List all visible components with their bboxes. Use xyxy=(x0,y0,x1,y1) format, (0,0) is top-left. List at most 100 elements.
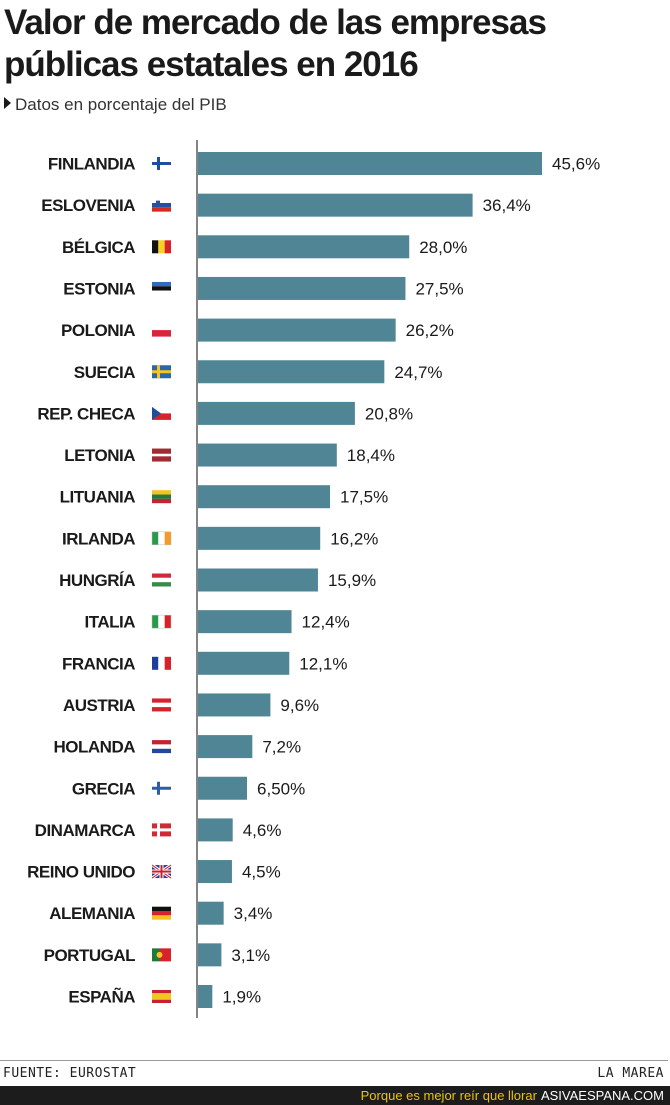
bar xyxy=(198,985,213,1008)
category-label: HOLANDA xyxy=(54,738,136,757)
value-label: 4,6% xyxy=(243,821,282,840)
bar xyxy=(198,818,233,842)
category-label: FINLANDIA xyxy=(48,155,135,174)
slovenia-flag-icon xyxy=(152,198,171,212)
flag-stripe xyxy=(164,531,171,545)
flag-stripe xyxy=(152,323,171,331)
value-label: 12,4% xyxy=(302,613,350,632)
flag-stripe xyxy=(158,240,165,254)
bar xyxy=(198,901,224,925)
flag-stripe xyxy=(158,615,165,629)
flag-stripe xyxy=(152,615,159,629)
flag-stripe xyxy=(152,573,171,578)
bar xyxy=(198,693,271,717)
netherlands-flag-icon xyxy=(152,740,171,754)
flag-stripe xyxy=(152,993,171,1000)
value-label: 15,9% xyxy=(328,571,376,590)
bar xyxy=(198,485,331,509)
poland-flag-icon xyxy=(152,323,171,337)
category-label: DINAMARCA xyxy=(35,821,136,840)
flag-stripe xyxy=(152,207,171,212)
flag-stripe xyxy=(152,786,171,790)
flag-triangle xyxy=(152,406,161,420)
category-label: GRECIA xyxy=(72,779,135,798)
flag-stripe xyxy=(152,656,159,670)
category-label: AUSTRIA xyxy=(63,696,135,715)
flag-stripe xyxy=(152,990,171,994)
flag-emblem xyxy=(156,951,163,958)
flag-stripe xyxy=(152,906,171,912)
bar xyxy=(198,568,318,592)
watermark-bar: Porque es mejor reír que llorar ASIVAESPA… xyxy=(0,1086,670,1105)
flag-stripe xyxy=(152,286,171,291)
category-label: ESPAÑA xyxy=(68,987,135,1007)
flag-stripe xyxy=(152,281,171,287)
footer-divider xyxy=(0,1060,668,1061)
value-label: 1,9% xyxy=(222,988,261,1007)
bar xyxy=(198,443,337,467)
bar xyxy=(198,401,355,425)
value-label: 7,2% xyxy=(262,738,301,757)
flag-stripe xyxy=(157,157,160,170)
category-label: REINO UNIDO xyxy=(27,863,135,882)
value-label: 16,2% xyxy=(330,529,378,548)
bar-chart: 45,6% FINLANDIA 36,4% ESLOVENIA 28,0% BÉLGICA… xyxy=(27,140,600,1018)
bar xyxy=(198,318,396,342)
category-label: BÉLGICA xyxy=(62,238,135,257)
flag-border xyxy=(151,531,172,546)
italy-flag-icon xyxy=(151,614,172,629)
category-label: LETONIA xyxy=(64,446,135,465)
category-label: ESLOVENIA xyxy=(41,196,135,215)
flag-stripe xyxy=(152,370,171,374)
bar xyxy=(198,526,321,550)
value-label: 26,2% xyxy=(406,321,454,340)
hungary-flag-icon xyxy=(152,573,171,587)
value-label: 45,6% xyxy=(552,155,600,174)
publisher-label: LA MAREA xyxy=(597,1066,664,1081)
bar xyxy=(198,360,385,384)
watermark-tagline: Porque es mejor reír que llorar xyxy=(360,1088,537,1103)
watermark-site: ASIVAESPANA.COM xyxy=(540,1088,664,1103)
flag-stripe xyxy=(152,413,171,420)
bar xyxy=(198,193,473,217)
category-label: ITALIA xyxy=(84,613,135,632)
bar xyxy=(198,943,222,967)
ireland-flag-icon xyxy=(151,531,172,546)
latvia-flag-icon xyxy=(152,448,171,462)
flag-stripe xyxy=(152,494,171,499)
greece-flag-icon xyxy=(152,781,171,795)
flag-stripe xyxy=(164,240,171,254)
flag-stripe xyxy=(152,915,171,920)
category-label: ALEMANIA xyxy=(49,904,135,923)
bar xyxy=(198,235,410,259)
value-label: 36,4% xyxy=(483,196,531,215)
flag-stripe xyxy=(157,823,160,837)
flag-stripe xyxy=(152,240,159,254)
value-label: 3,1% xyxy=(231,946,270,965)
flag-stripe xyxy=(164,656,171,670)
lithuania-flag-icon xyxy=(152,490,171,504)
sweden-flag-icon xyxy=(152,365,171,379)
flag-stripe xyxy=(152,162,171,165)
flag-stripe xyxy=(157,365,160,379)
flag-stripe xyxy=(160,865,163,879)
flag-stripe xyxy=(152,290,171,295)
category-label: PORTUGAL xyxy=(44,946,136,965)
portugal-flag-icon xyxy=(152,948,171,962)
category-label: IRLANDA xyxy=(62,529,135,548)
flag-stripe xyxy=(152,531,159,545)
flag-stripe xyxy=(159,948,171,962)
category-label: POLONIA xyxy=(61,321,135,340)
flag-stripe xyxy=(152,948,160,962)
flag-stripe xyxy=(152,330,171,337)
flag-stripe xyxy=(152,698,171,703)
flag-stripe xyxy=(152,453,171,457)
value-label: 4,5% xyxy=(242,863,281,882)
austria-flag-icon xyxy=(152,698,171,712)
bar xyxy=(198,276,406,300)
value-label: 17,5% xyxy=(340,488,388,507)
bar xyxy=(198,860,232,884)
category-label: HUNGRÍA xyxy=(59,571,135,590)
flag-stripe xyxy=(152,498,171,504)
estonia-flag-icon xyxy=(152,281,171,295)
